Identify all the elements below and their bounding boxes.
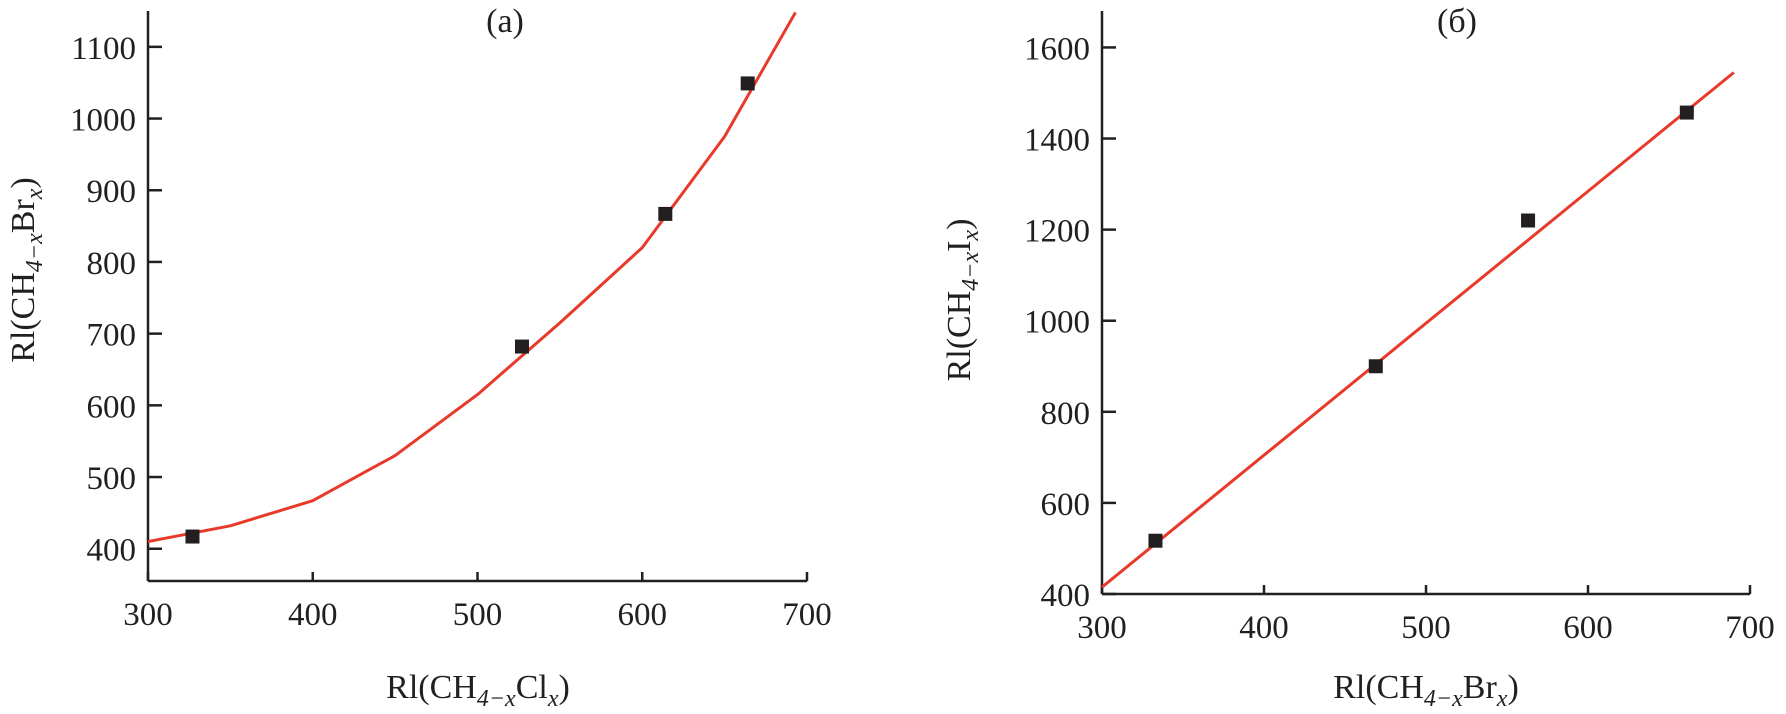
data-point <box>1148 533 1163 548</box>
y-tick-label: 400 <box>1041 578 1091 614</box>
ylabel-sub: x <box>22 188 48 200</box>
chart-b-title: (б) <box>1437 3 1477 40</box>
xlabel-part: ) <box>559 669 570 706</box>
chart-a-title: (a) <box>486 3 524 40</box>
y-tick-label: 1000 <box>1024 305 1090 341</box>
x-tick-label: 700 <box>782 597 832 633</box>
x-tick-label: 300 <box>123 597 173 633</box>
xlabel-part: Rl(CH <box>386 669 477 706</box>
chart-a-ylabel: Rl(CH4−xBrx) <box>5 177 48 363</box>
xlabel-sub: 4−x <box>1424 686 1463 712</box>
y-tick-label: 1000 <box>70 103 136 139</box>
xlabel-part: ) <box>1507 669 1518 706</box>
y-tick-label: 600 <box>1041 487 1091 523</box>
xlabel-part: Cl <box>516 669 548 706</box>
ylabel-part: Rl(CH <box>5 272 42 363</box>
x-tick-label: 400 <box>1239 610 1289 646</box>
y-tick-label: 1400 <box>1024 123 1090 159</box>
ylabel-part: I <box>941 241 978 252</box>
y-tick-label: 1200 <box>1024 214 1090 250</box>
y-tick-label: 500 <box>87 461 137 497</box>
xlabel-part: Br <box>1463 669 1498 706</box>
data-point <box>658 206 673 221</box>
data-point <box>185 529 200 544</box>
x-tick-label: 300 <box>1077 610 1127 646</box>
data-point <box>1679 105 1694 120</box>
x-tick-label: 400 <box>288 597 338 633</box>
xlabel-part: Rl(CH <box>1333 669 1424 706</box>
y-tick-label: 700 <box>87 318 137 354</box>
data-point <box>1521 213 1536 228</box>
y-tick-label: 1600 <box>1024 31 1090 67</box>
x-tick-label: 600 <box>1563 610 1613 646</box>
xlabel-sub: 4−x <box>477 686 516 712</box>
ylabel-part: ) <box>5 177 42 188</box>
ylabel-sub: 4−x <box>22 233 48 272</box>
chart-b-xlabel: Rl(CH4−xBrx) <box>1333 669 1519 712</box>
y-tick-label: 400 <box>87 533 137 569</box>
ylabel-sub: x <box>958 230 984 242</box>
ylabel-part: Br <box>5 199 42 234</box>
ylabel-sub: 4−x <box>958 252 984 291</box>
ylabel-part: Rl(CH <box>941 291 978 382</box>
chart-b-ylabel: Rl(CH4−xIx) <box>941 219 984 382</box>
data-point <box>740 76 755 91</box>
chart-b: (б) Rl(CH4−xBrx) Rl(CH4−xIx) 300 400 500 60… <box>941 3 1775 712</box>
y-tick-label: 1100 <box>71 31 136 67</box>
x-tick-label: 700 <box>1725 610 1775 646</box>
x-tick-label: 500 <box>453 597 503 633</box>
x-tick-label: 600 <box>618 597 668 633</box>
y-tick-label: 800 <box>87 246 137 282</box>
fit-curve <box>147 11 797 544</box>
y-tick-label: 900 <box>87 174 137 210</box>
y-tick-label: 600 <box>87 389 137 425</box>
xlabel-sub: x <box>547 686 559 712</box>
y-tick-label: 800 <box>1041 396 1091 432</box>
fit-curve <box>1101 71 1735 589</box>
ylabel-part: ) <box>941 219 978 230</box>
chart-a: (a) Rl(CH4−xClx) Rl(CH4−xBrx) 300 400 500 6… <box>5 3 832 712</box>
chart-a-xlabel: Rl(CH4−xClx) <box>386 669 570 712</box>
xlabel-sub: x <box>1496 686 1508 712</box>
data-point <box>1368 359 1383 374</box>
x-tick-label: 500 <box>1401 610 1451 646</box>
data-point <box>514 339 529 354</box>
